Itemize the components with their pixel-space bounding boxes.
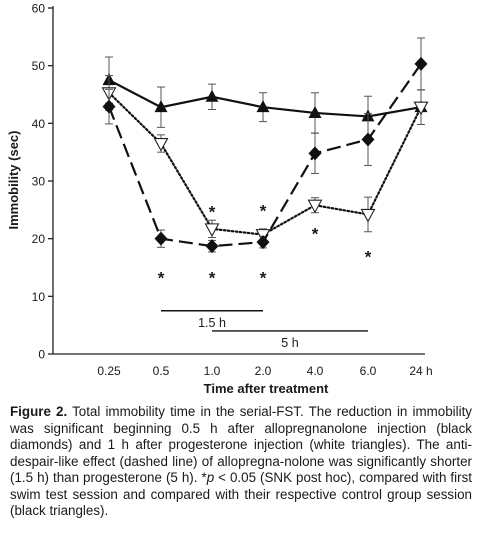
x-axis-label: Time after treatment xyxy=(204,381,329,396)
triangle-marker-open xyxy=(204,223,220,238)
diamond-marker xyxy=(361,132,375,147)
caption-lead: Figure 2. xyxy=(10,404,68,419)
significance-star: * xyxy=(209,203,216,222)
triangle-marker-open xyxy=(413,101,429,116)
triangle-marker-open xyxy=(307,199,323,214)
diamond-marker xyxy=(154,231,168,246)
triangle-marker-open xyxy=(153,137,169,152)
y-tick-label: 40 xyxy=(32,117,46,131)
y-tick-label: 20 xyxy=(32,232,46,246)
x-tick-label: 0.5 xyxy=(153,364,170,378)
chart-axes: 0 10 20 30 40 50 60 0.25 0.5 1.0 2.0 4.0 6.0 24 h xyxy=(32,2,433,379)
significance-star: * xyxy=(158,268,165,287)
diamond-marker xyxy=(308,146,322,161)
y-tick-label: 0 xyxy=(38,348,45,362)
x-tick-label: 0.25 xyxy=(97,364,121,378)
triangle-marker-open xyxy=(360,208,376,223)
significance-star: * xyxy=(209,268,216,287)
y-tick-label: 30 xyxy=(32,175,46,189)
x-tick-label: 24 h xyxy=(409,364,432,378)
y-tick-label: 60 xyxy=(32,2,46,16)
caption-text-2: < 0.05 (SNK post hoc), compared with fir… xyxy=(10,470,472,518)
caption-text-1: Total immobility time in the serial-FST.… xyxy=(10,404,472,485)
significance-star: * xyxy=(365,248,372,267)
x-tick-label: 4.0 xyxy=(307,364,324,378)
diamond-marker xyxy=(256,235,270,250)
diamond-marker xyxy=(205,239,219,254)
diamond-marker xyxy=(102,99,116,114)
x-tick-label: 6.0 xyxy=(360,364,377,378)
series-filled-diamond xyxy=(102,37,428,254)
significance-star: * xyxy=(260,202,267,221)
y-tick-label: 10 xyxy=(32,290,46,304)
figure-caption: Figure 2. Total immobility time in the s… xyxy=(10,404,472,520)
y-axis-label: Immobility (sec) xyxy=(6,131,21,230)
triangle-marker-filled xyxy=(205,89,219,102)
triangle-marker-filled xyxy=(256,100,270,113)
significance-star: * xyxy=(260,268,267,287)
y-tick-label: 50 xyxy=(32,59,46,73)
duration-label: 5 h xyxy=(281,336,298,350)
x-tick-label: 2.0 xyxy=(255,364,272,378)
caption-p-symbol: p xyxy=(206,470,215,485)
diamond-marker xyxy=(414,56,428,71)
triangle-marker-filled xyxy=(308,105,322,118)
x-tick-label: 1.0 xyxy=(204,364,221,378)
significance-star: * xyxy=(312,225,319,244)
chart-series xyxy=(101,37,429,254)
triangle-marker-filled xyxy=(154,100,168,113)
chart-annotations: * * * * * * * 1.5 h 5 h xyxy=(158,202,372,350)
duration-label: 1.5 h xyxy=(198,316,226,330)
